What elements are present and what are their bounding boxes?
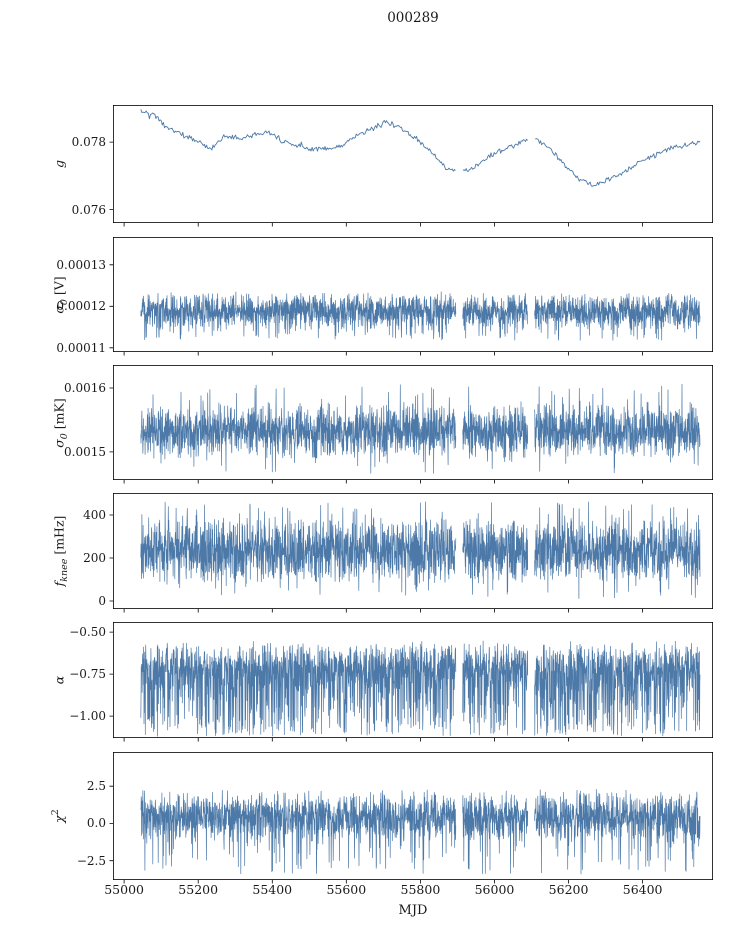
y-tick-label: 2.5 bbox=[86, 779, 106, 794]
plot-area bbox=[109, 622, 714, 742]
y-tick-label: 0.00013 bbox=[56, 257, 106, 272]
x-tick-label: 55000 bbox=[104, 882, 144, 897]
x-tick-label: 56400 bbox=[622, 882, 663, 897]
x-tick-labels: 55000 55200 55400 55600 55800 56000 56200 56400 bbox=[104, 882, 713, 900]
plot-area bbox=[109, 105, 714, 227]
y-axis-title: σ0 [mK] bbox=[50, 398, 70, 448]
figure-title: 000289 bbox=[387, 10, 439, 26]
y-axis-title: g bbox=[50, 160, 70, 168]
y-tick-label: 0.078 bbox=[71, 135, 106, 150]
subplot-panel: χ2 −2.5 0.0 2.5 bbox=[0, 752, 739, 884]
y-tick-label: 0.0 bbox=[86, 816, 106, 831]
y-tick-label: 0.0016 bbox=[64, 381, 106, 395]
x-axis-title: MJD bbox=[398, 903, 428, 918]
y-tick-label: 0 bbox=[98, 594, 106, 609]
subplot-panel: α −0.50 −0.75 −1.00 bbox=[0, 622, 739, 742]
x-tick-label: 55400 bbox=[252, 882, 293, 897]
y-tick-label: −1.00 bbox=[69, 709, 106, 724]
y-axis-title-symbol: g bbox=[51, 159, 67, 169]
y-tick-label: −2.5 bbox=[76, 853, 106, 868]
plot-area bbox=[109, 493, 714, 613]
x-tick-label: 56000 bbox=[474, 882, 515, 897]
x-tick-label: 56200 bbox=[548, 882, 589, 897]
plot-area bbox=[109, 365, 714, 484]
subplot-panel: σ0 [V] 0.00011 0.00012 0.00013 bbox=[0, 237, 739, 356]
y-tick-label: 200 bbox=[83, 550, 106, 565]
y-axis-title-subscript: 0 bbox=[58, 432, 70, 439]
y-tick-label: 0.076 bbox=[71, 202, 106, 217]
y-tick-label: 0.0015 bbox=[64, 444, 106, 459]
y-tick-label: −0.75 bbox=[69, 667, 106, 682]
y-axis-title-unit: [V] bbox=[51, 275, 67, 299]
y-tick-label: 400 bbox=[83, 507, 106, 522]
subplot-panel: fknee [mHz] 0 200 400 bbox=[0, 493, 739, 613]
x-tick-label: 55200 bbox=[178, 882, 219, 897]
x-tick-label: 55800 bbox=[400, 882, 441, 897]
plot-area bbox=[109, 237, 714, 356]
y-axis-title-unit: [mK] bbox=[51, 397, 67, 433]
plot-area bbox=[109, 752, 714, 884]
x-tick-label: 55600 bbox=[326, 882, 367, 897]
y-tick-label: 0.00012 bbox=[56, 299, 106, 314]
y-tick-label: 0.00011 bbox=[56, 340, 106, 355]
subplot-panel: g 0.076 0.078 bbox=[0, 105, 739, 227]
y-axis-title-symbol: f bbox=[51, 581, 67, 587]
y-axis-title-superscript: 2 bbox=[50, 809, 62, 816]
panels: g 0.076 0.078 σ0 [V] 0.00011 0.00012 0.0001… bbox=[0, 105, 739, 884]
y-tick-label: −0.50 bbox=[69, 625, 106, 640]
subplot-panel: σ0 [mK] 0.0015 0.0016 bbox=[0, 365, 739, 484]
